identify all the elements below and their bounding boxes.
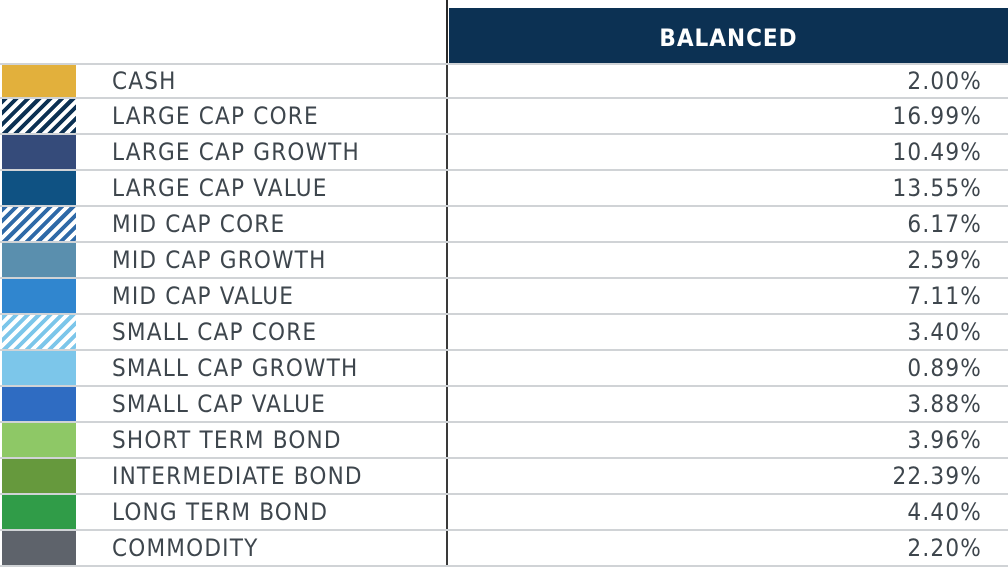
legend-swatch: [2, 243, 76, 277]
legend-swatch: [2, 495, 76, 529]
column-divider: [446, 207, 448, 241]
column-divider: [446, 531, 448, 565]
column-divider: [446, 65, 448, 97]
row-value: 2.20%: [907, 534, 982, 562]
row-label: LARGE CAP CORE: [112, 102, 319, 130]
legend-swatch: [2, 459, 76, 493]
legend-swatch: [2, 315, 76, 349]
column-header-text: BALANCED: [659, 23, 798, 52]
row-label: MID CAP CORE: [112, 210, 286, 238]
table-row: MID CAP GROWTH 2.59%: [0, 243, 1008, 279]
table-row: SMALL CAP CORE 3.40%: [0, 315, 1008, 351]
row-value: 0.89%: [907, 354, 982, 382]
row-value: 16.99%: [892, 102, 982, 130]
legend-swatch: [2, 171, 76, 205]
table-row: SMALL CAP GROWTH 0.89%: [0, 351, 1008, 387]
column-divider: [446, 459, 448, 493]
column-divider: [446, 387, 448, 421]
legend-swatch: [2, 351, 76, 385]
legend-swatch: [2, 207, 76, 241]
column-divider-top: [446, 0, 448, 63]
legend-swatch: [2, 65, 76, 97]
column-divider: [446, 135, 448, 169]
table-row: MID CAP VALUE 7.11%: [0, 279, 1008, 315]
row-label: MID CAP VALUE: [112, 282, 295, 310]
column-divider: [446, 243, 448, 277]
row-label: CASH: [112, 67, 177, 95]
row-value: 2.59%: [907, 246, 982, 274]
column-divider: [446, 279, 448, 313]
row-value: 2.00%: [907, 67, 982, 95]
row-label: SMALL CAP CORE: [112, 318, 318, 346]
legend-swatch: [2, 423, 76, 457]
legend-swatch: [2, 135, 76, 169]
column-divider: [446, 315, 448, 349]
row-label: COMMODITY: [112, 534, 259, 562]
table-row: SHORT TERM BOND 3.96%: [0, 423, 1008, 459]
row-label: LONG TERM BOND: [112, 498, 329, 526]
table-row: MID CAP CORE 6.17%: [0, 207, 1008, 243]
column-divider: [446, 171, 448, 205]
table-row: LONG TERM BOND 4.40%: [0, 495, 1008, 531]
table-row: INTERMEDIATE BOND 22.39%: [0, 459, 1008, 495]
table-row: COMMODITY 2.20%: [0, 531, 1008, 567]
row-label: SMALL CAP VALUE: [112, 390, 327, 418]
column-header-balanced: BALANCED: [449, 8, 1008, 63]
row-value: 13.55%: [892, 174, 982, 202]
column-divider: [446, 351, 448, 385]
column-divider: [446, 99, 448, 133]
row-value: 10.49%: [892, 138, 982, 166]
row-value: 22.39%: [892, 462, 982, 490]
row-label: INTERMEDIATE BOND: [112, 462, 363, 490]
row-label: SMALL CAP GROWTH: [112, 354, 359, 382]
table-row: CASH 2.00%: [0, 63, 1008, 99]
row-label: LARGE CAP VALUE: [112, 174, 328, 202]
row-value: 3.88%: [907, 390, 982, 418]
legend-swatch: [2, 279, 76, 313]
table-row: SMALL CAP VALUE 3.88%: [0, 387, 1008, 423]
table-row: LARGE CAP GROWTH 10.49%: [0, 135, 1008, 171]
allocation-table: CASH 2.00% LARGE CAP CORE 16.99% LARGE CAP G…: [0, 63, 1008, 567]
row-value: 6.17%: [907, 210, 982, 238]
row-value: 3.96%: [907, 426, 982, 454]
legend-swatch: [2, 99, 76, 133]
column-divider: [446, 423, 448, 457]
row-label: SHORT TERM BOND: [112, 426, 342, 454]
row-value: 3.40%: [907, 318, 982, 346]
legend-swatch: [2, 387, 76, 421]
column-divider: [446, 495, 448, 529]
row-value: 7.11%: [907, 282, 982, 310]
row-label: LARGE CAP GROWTH: [112, 138, 360, 166]
table-row: LARGE CAP VALUE 13.55%: [0, 171, 1008, 207]
row-value: 4.40%: [907, 498, 982, 526]
row-label: MID CAP GROWTH: [112, 246, 327, 274]
legend-swatch: [2, 531, 76, 565]
table-row: LARGE CAP CORE 16.99%: [0, 99, 1008, 135]
